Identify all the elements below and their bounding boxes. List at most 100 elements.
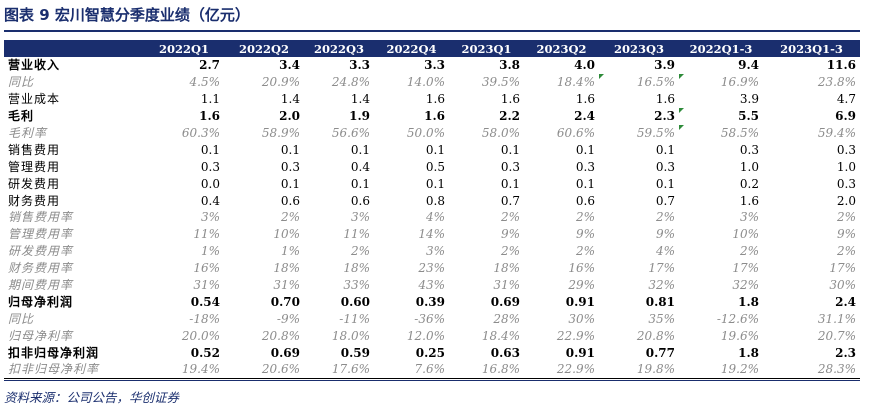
row-label: 管理费用率 — [8, 227, 74, 242]
row-label: 财务费用 — [8, 193, 61, 208]
table-row: 毛利 1.6 2.0 1.9 1.6 2.2 2.4 2.3 5.5 6.9 — [4, 107, 860, 125]
row-label: 同比 — [8, 75, 35, 90]
value-cell: -18% — [189, 311, 220, 326]
value-cell: 20.0% — [181, 328, 220, 343]
value-cell: 2% — [836, 244, 856, 259]
table-row: 营业收入 2.7 3.4 3.3 3.3 3.8 4.0 3.9 9.4 11.6 — [4, 57, 860, 74]
value-cell: 0.6 — [350, 193, 370, 208]
value-cell: 4% — [425, 210, 445, 225]
value-cell: 10% — [273, 227, 300, 242]
value-cell: 3.3 — [349, 58, 370, 73]
value-cell: -36% — [414, 311, 445, 326]
table-row: 归母净利润 0.54 0.70 0.60 0.39 0.69 0.91 0.81 1.8 2.4 — [4, 293, 860, 310]
header-cell: 2022Q2 — [224, 40, 304, 57]
value-cell: 0.81 — [645, 294, 675, 309]
table-row: 研发费用 0.0 0.1 0.1 0.1 0.1 0.1 0.1 0.2 0.3 — [4, 175, 860, 192]
value-cell: 58.9% — [261, 126, 300, 140]
row-label: 期间费用率 — [8, 278, 74, 293]
value-cell: 3% — [425, 244, 445, 259]
value-cell: 2.2 — [499, 109, 520, 124]
value-cell: 56.6% — [331, 126, 370, 140]
value-cell: 17.6% — [304, 361, 374, 379]
value-cell: 0.4 — [350, 159, 370, 174]
value-cell: 2% — [836, 210, 856, 225]
value-cell: 17% — [648, 261, 675, 276]
row-label: 财务费用率 — [8, 261, 74, 276]
value-cell: 0.6 — [280, 193, 300, 208]
value-cell: 0.3 — [200, 159, 220, 174]
row-label: 管理费用 — [8, 159, 61, 174]
value-cell: 1.0 — [836, 159, 856, 174]
value-cell: 31% — [193, 278, 220, 293]
header-cell: 2022Q4 — [374, 40, 449, 57]
row-label: 研发费用率 — [8, 244, 74, 259]
value-cell: 0.3 — [836, 176, 856, 191]
value-cell: 19.8% — [599, 361, 679, 379]
value-cell: 11% — [193, 227, 220, 242]
value-cell: 4% — [655, 244, 675, 259]
value-cell: 3.3 — [424, 58, 445, 73]
value-cell: 9% — [655, 227, 675, 242]
header-cell: 2023Q1 — [449, 40, 524, 57]
value-cell: 0.1 — [655, 176, 675, 191]
value-cell: 60.6% — [556, 126, 595, 140]
value-cell: 16.9% — [679, 73, 763, 91]
value-cell: 1.0 — [739, 159, 759, 174]
header-cell: 2023Q2 — [524, 40, 599, 57]
value-cell: 2% — [280, 210, 300, 225]
value-cell: 17% — [732, 261, 759, 276]
value-cell: 1.8 — [738, 294, 759, 309]
value-cell: 17% — [829, 261, 856, 276]
table-row: 销售费用 0.1 0.1 0.1 0.1 0.1 0.1 0.1 0.3 0.3 — [4, 141, 860, 158]
value-cell: 59.4% — [817, 126, 856, 140]
value-cell: 32% — [732, 278, 759, 293]
row-label: 归母净利润 — [8, 294, 74, 309]
value-cell: 0.69 — [490, 294, 520, 309]
value-cell: 0.1 — [280, 176, 300, 191]
comment-marker-icon — [599, 73, 604, 79]
row-label: 毛利 — [8, 109, 35, 124]
row-label: 营业成本 — [8, 92, 61, 107]
value-cell: 3% — [739, 210, 759, 225]
value-cell: 18% — [493, 261, 520, 276]
header-row: 2022Q1 2022Q2 2022Q3 2022Q4 2023Q1 2023Q… — [4, 40, 860, 57]
value-cell: 0.70 — [270, 294, 300, 309]
value-cell: 9% — [575, 227, 595, 242]
value-cell: 1% — [200, 244, 220, 259]
value-cell: 28% — [493, 311, 520, 326]
value-cell: 0.59 — [340, 345, 370, 360]
value-cell: 2% — [739, 244, 759, 259]
value-cell: 18.4% — [556, 75, 595, 90]
value-cell: 22.9% — [556, 328, 595, 343]
header-cell: 2022Q1-3 — [679, 40, 763, 57]
value-cell: 0.7 — [655, 193, 675, 208]
figure-title: 图表 9 宏川智慧分季度业绩（亿元） — [4, 6, 250, 24]
value-cell: 6.9 — [835, 109, 856, 124]
value-cell: 1.9 — [349, 109, 370, 124]
value-cell: 1.6 — [199, 109, 220, 124]
value-cell: 35% — [648, 311, 675, 326]
value-cell: 20.8% — [636, 328, 675, 343]
value-cell: 0.6 — [575, 193, 595, 208]
value-cell: 0.5 — [425, 159, 445, 174]
value-cell: 2% — [350, 244, 370, 259]
value-cell: 3.8 — [499, 58, 520, 73]
value-cell: 16.5% — [599, 73, 679, 91]
value-cell: 32% — [648, 278, 675, 293]
table-row: 管理费用率 11% 10% 11% 14% 9% 9% 9% 10% 9% — [4, 226, 860, 243]
value-cell: 2.4 — [574, 109, 595, 124]
comment-marker-icon — [679, 124, 684, 130]
value-cell: 3% — [200, 210, 220, 225]
value-cell: 0.7 — [500, 193, 520, 208]
row-label: 同比 — [8, 311, 35, 326]
value-cell: 3.4 — [279, 58, 300, 73]
value-cell: 1.4 — [280, 92, 300, 107]
value-cell: 0.77 — [645, 345, 675, 360]
value-cell: 4.0 — [574, 58, 595, 73]
value-cell: 16% — [193, 261, 220, 276]
value-cell: -11% — [339, 311, 370, 326]
row-label: 销售费用 — [8, 142, 61, 157]
value-cell: 0.1 — [350, 176, 370, 191]
row-label: 研发费用 — [8, 176, 61, 191]
value-cell: 0.4 — [200, 193, 220, 208]
